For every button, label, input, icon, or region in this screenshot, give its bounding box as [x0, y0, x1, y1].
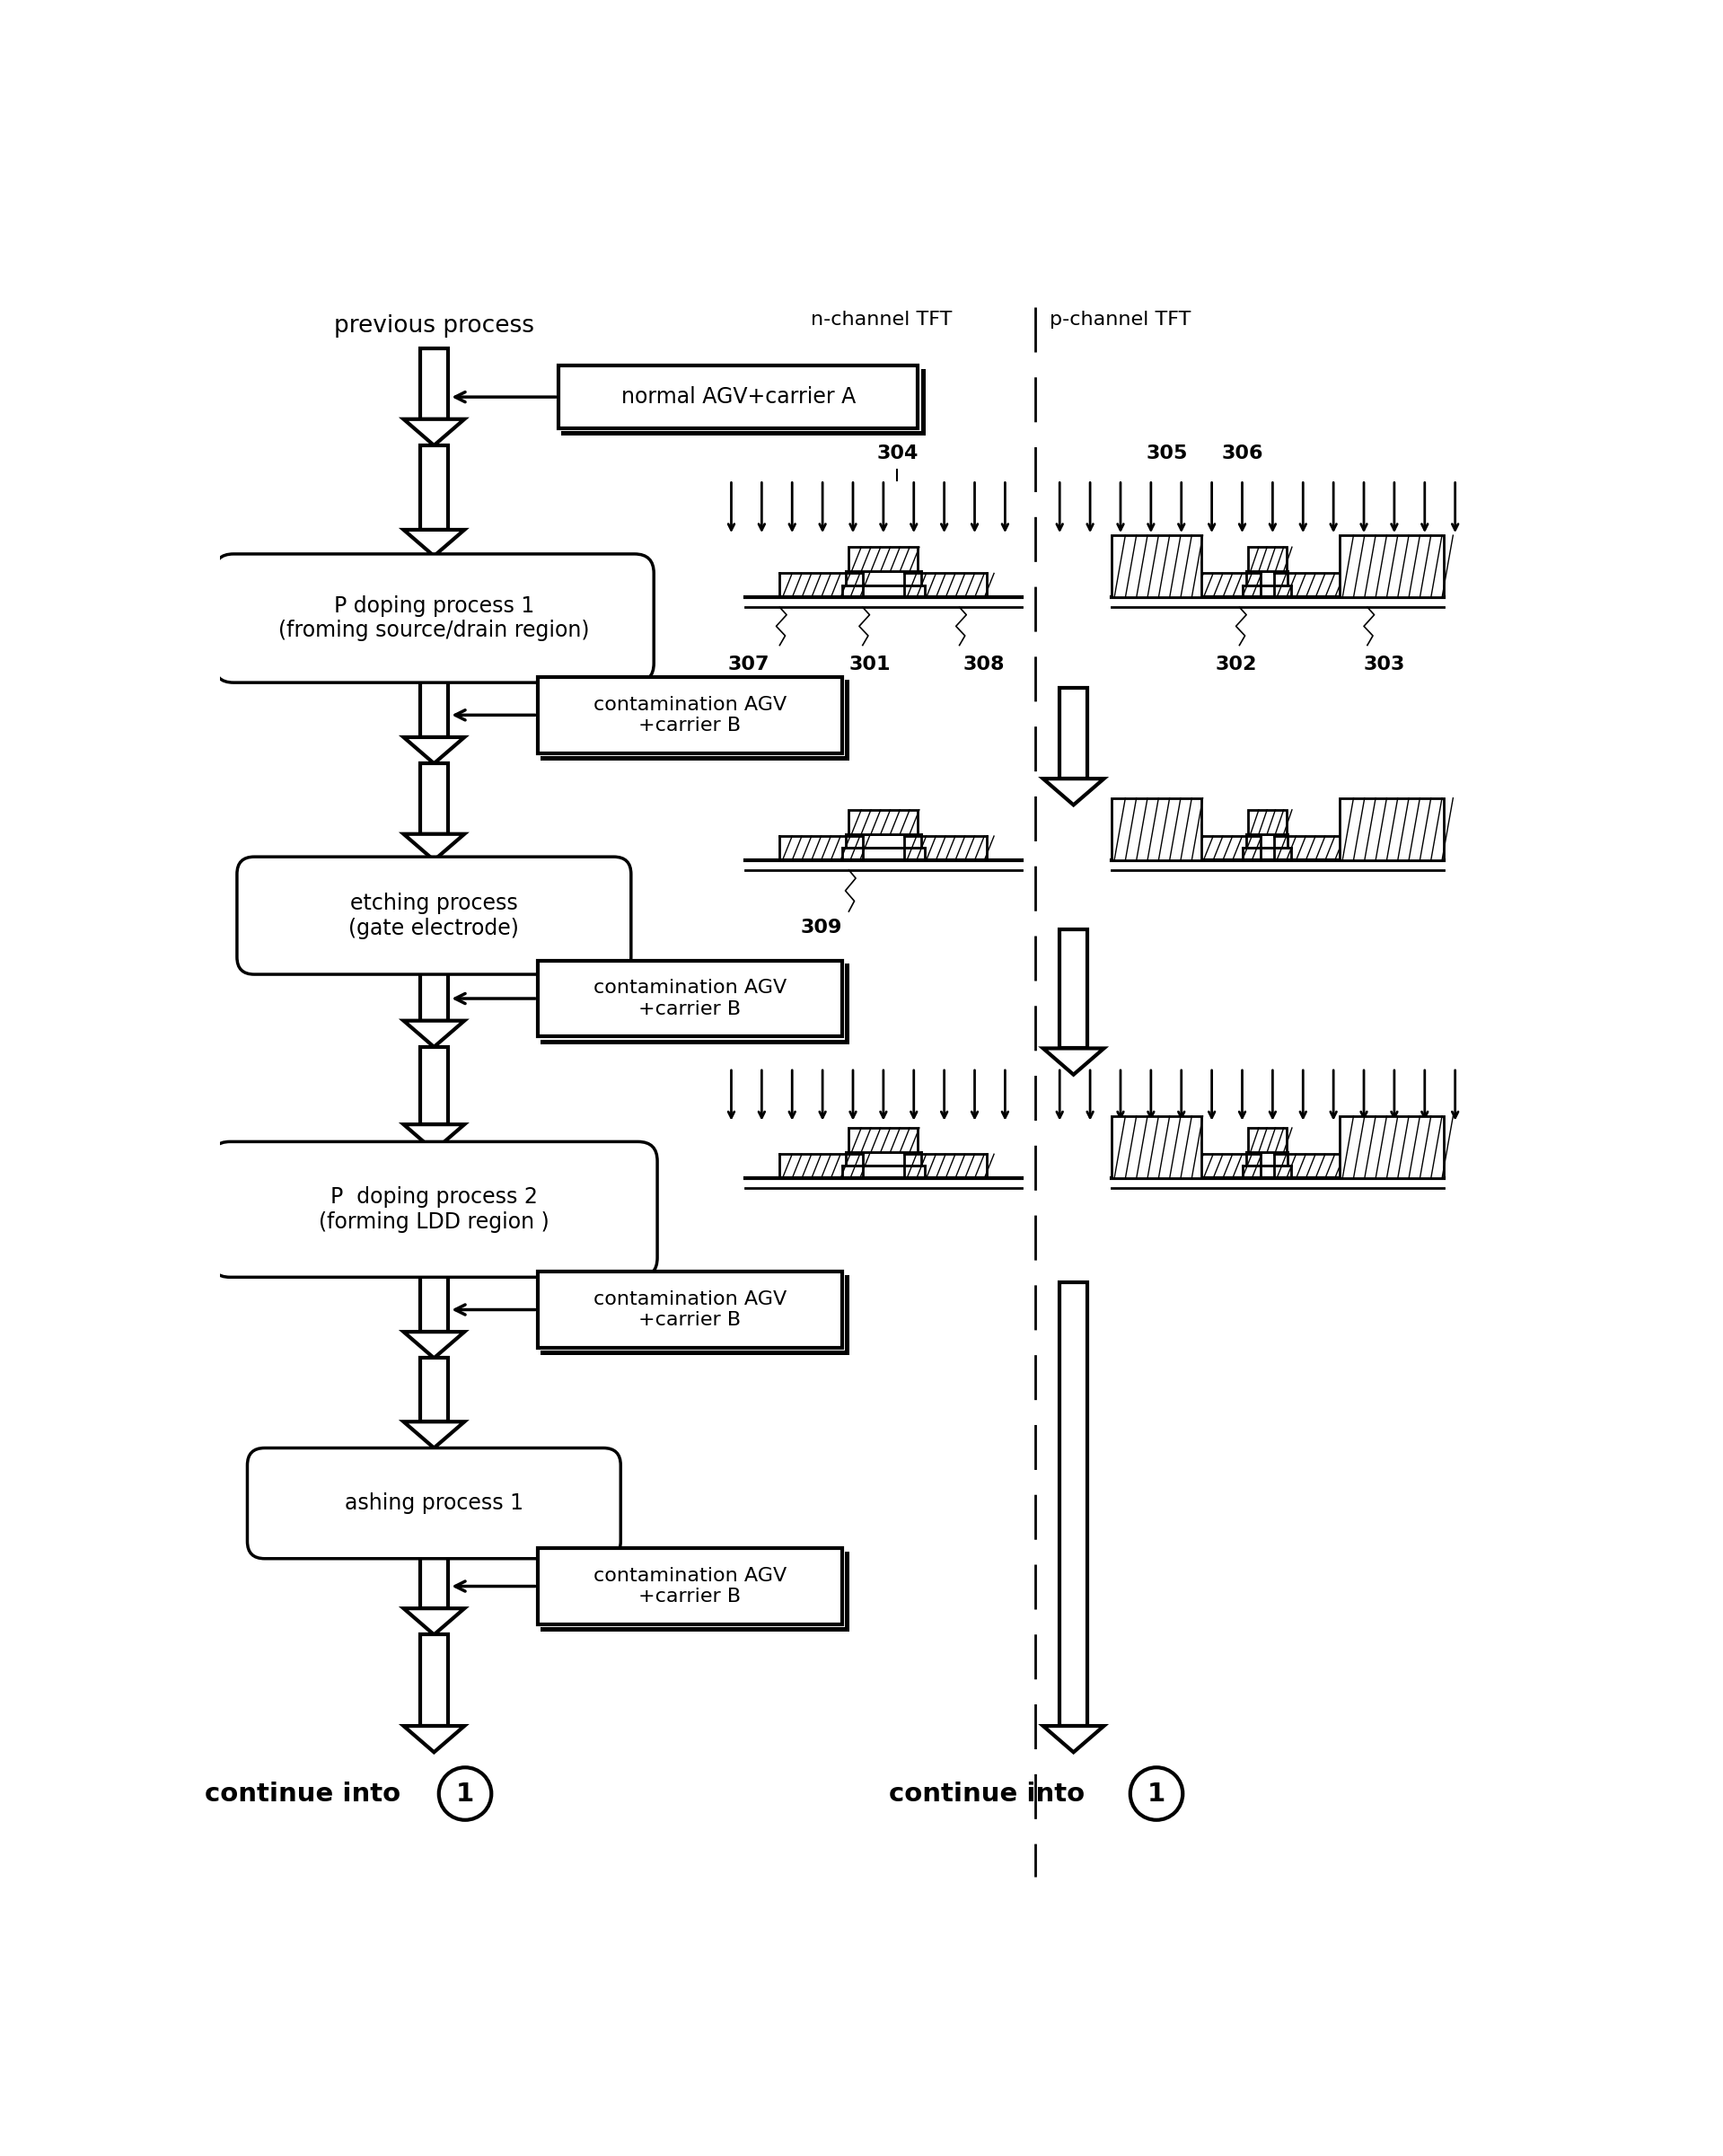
Text: contamination AGV
+carrier B: contamination AGV +carrier B	[593, 979, 786, 1018]
Polygon shape	[403, 1125, 465, 1151]
Polygon shape	[403, 1332, 465, 1358]
Polygon shape	[403, 418, 465, 446]
Text: 309: 309	[801, 918, 843, 938]
Polygon shape	[1042, 778, 1104, 804]
Bar	[1340, 535, 1444, 597]
Polygon shape	[1060, 929, 1087, 1048]
Bar	[538, 1272, 843, 1348]
Polygon shape	[420, 957, 448, 1020]
Text: n-channel TFT: n-channel TFT	[812, 310, 953, 328]
Bar	[558, 367, 918, 429]
Text: continue into: continue into	[889, 1781, 1094, 1807]
FancyBboxPatch shape	[214, 554, 653, 683]
Text: 1: 1	[1148, 1781, 1165, 1807]
Polygon shape	[420, 763, 448, 834]
Text: P doping process 1
(froming source/drain region): P doping process 1 (froming source/drain…	[279, 595, 589, 642]
Polygon shape	[403, 1421, 465, 1449]
FancyBboxPatch shape	[238, 856, 631, 975]
Bar	[538, 1548, 843, 1623]
Text: ashing process 1: ashing process 1	[345, 1492, 524, 1514]
Text: contamination AGV
+carrier B: contamination AGV +carrier B	[593, 1567, 786, 1606]
Text: 302: 302	[1215, 655, 1256, 673]
Text: P  doping process 2
(forming LDD region ): P doping process 2 (forming LDD region )	[319, 1186, 550, 1233]
Polygon shape	[420, 1634, 448, 1727]
Text: previous process: previous process	[334, 315, 534, 336]
Bar	[849, 1128, 918, 1151]
Text: 308: 308	[963, 655, 1005, 673]
Polygon shape	[403, 1020, 465, 1048]
FancyBboxPatch shape	[210, 1143, 656, 1276]
Text: 306: 306	[1222, 444, 1263, 464]
Polygon shape	[403, 1608, 465, 1634]
Polygon shape	[420, 666, 448, 737]
Text: 307: 307	[727, 655, 770, 673]
Bar	[1340, 1117, 1444, 1179]
Text: contamination AGV
+carrier B: contamination AGV +carrier B	[593, 696, 786, 735]
Bar	[538, 677, 843, 752]
Text: 303: 303	[1365, 655, 1406, 673]
Text: 305: 305	[1146, 444, 1187, 464]
Bar	[1247, 811, 1287, 834]
Text: 1: 1	[457, 1781, 474, 1807]
Polygon shape	[403, 1727, 465, 1753]
Polygon shape	[420, 1261, 448, 1332]
Polygon shape	[1060, 1283, 1087, 1727]
Bar	[1111, 535, 1201, 597]
Polygon shape	[403, 737, 465, 763]
Bar	[1111, 798, 1201, 860]
Text: p-channel TFT: p-channel TFT	[1049, 310, 1191, 328]
Polygon shape	[1042, 1048, 1104, 1074]
Polygon shape	[420, 1048, 448, 1125]
Bar	[1247, 1128, 1287, 1151]
Polygon shape	[420, 446, 448, 530]
Polygon shape	[1042, 1727, 1104, 1753]
Polygon shape	[420, 1358, 448, 1421]
Polygon shape	[420, 349, 448, 418]
Text: continue into: continue into	[205, 1781, 410, 1807]
Text: 304: 304	[877, 444, 918, 464]
Text: 301: 301	[849, 655, 891, 673]
Polygon shape	[420, 1546, 448, 1608]
Text: normal AGV+carrier A: normal AGV+carrier A	[620, 386, 856, 407]
Text: etching process
(gate electrode): etching process (gate electrode)	[348, 893, 519, 938]
Polygon shape	[1060, 688, 1087, 778]
Bar	[538, 962, 843, 1037]
Bar	[1247, 548, 1287, 571]
Bar	[849, 548, 918, 571]
Polygon shape	[403, 530, 465, 556]
Polygon shape	[403, 834, 465, 860]
Text: contamination AGV
+carrier B: contamination AGV +carrier B	[593, 1289, 786, 1328]
Bar	[1340, 798, 1444, 860]
Bar	[1111, 1117, 1201, 1179]
FancyBboxPatch shape	[248, 1449, 620, 1559]
Bar	[849, 811, 918, 834]
